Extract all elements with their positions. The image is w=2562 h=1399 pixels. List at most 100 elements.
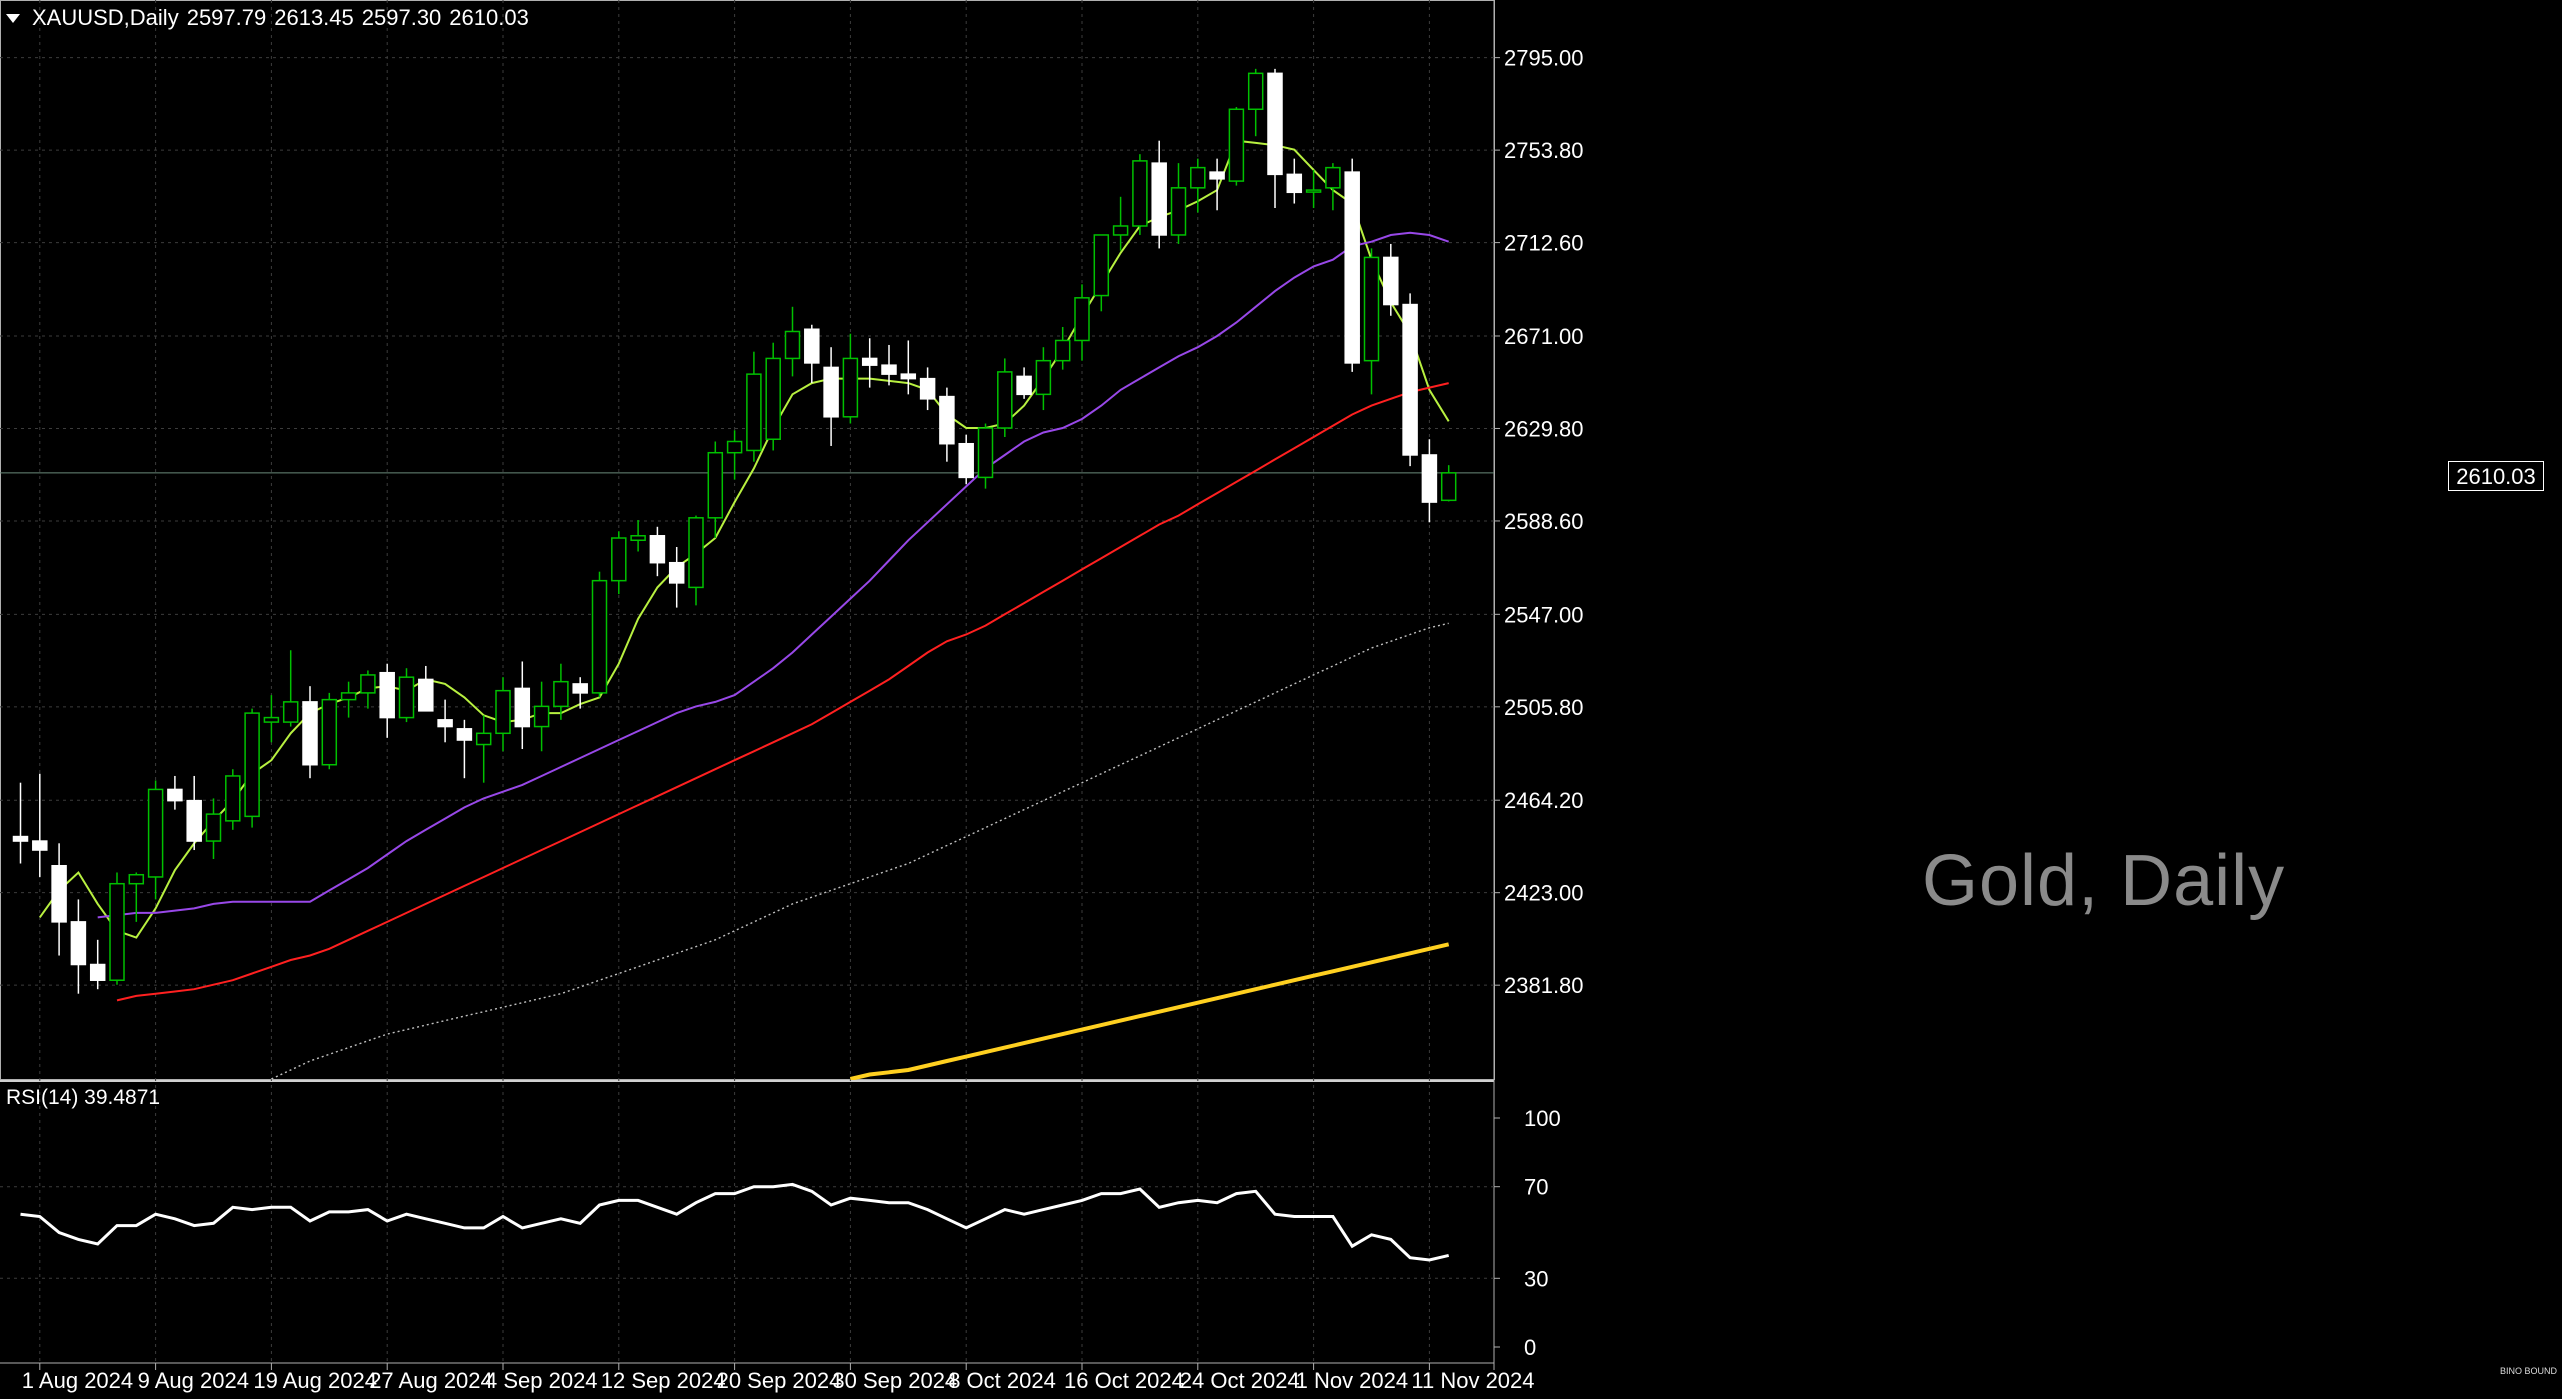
candle-body	[340, 692, 357, 701]
candle-body	[1093, 234, 1110, 297]
candle-body	[939, 395, 955, 445]
candle-body	[765, 357, 781, 440]
candle-body	[109, 882, 125, 981]
date-tick-label: 1 Aug 2024	[22, 1368, 133, 1393]
candle-body	[147, 788, 164, 878]
candle-body	[437, 719, 453, 728]
candle-body	[32, 840, 48, 851]
moving-average-line	[38, 139, 1450, 939]
candle-body	[997, 371, 1013, 429]
candle-body	[51, 864, 67, 923]
candle-body	[1016, 375, 1032, 396]
candle-body	[89, 963, 106, 981]
date-tick-label: 1 Nov 2024	[1296, 1368, 1409, 1393]
candle-body	[977, 427, 994, 479]
candle-body	[1383, 256, 1399, 306]
price-tick-label: 2547.00	[1504, 602, 1584, 627]
date-tick-label: 8 Oct 2024	[948, 1368, 1056, 1393]
price-tick-label: 2629.80	[1504, 416, 1584, 441]
close-value: 2610.03	[449, 5, 529, 30]
price-tick-label: 2381.80	[1504, 973, 1584, 998]
candle-body	[649, 535, 666, 564]
date-tick-label: 12 Sep 2024	[601, 1368, 726, 1393]
candle-body	[1112, 225, 1129, 236]
moving-average-line	[849, 942, 1450, 1080]
chart-header: XAUUSD,Daily 2597.79 2613.45 2597.30 261…	[6, 5, 529, 31]
moving-average-line	[271, 622, 1449, 1080]
open-value: 2597.79	[186, 5, 267, 30]
candle-body	[205, 813, 222, 842]
candle-body	[1421, 454, 1438, 503]
candle-body	[186, 799, 202, 842]
price-tick-label: 2753.80	[1504, 138, 1584, 163]
candle-body	[919, 377, 936, 400]
candle-body	[360, 674, 376, 694]
candle-body	[1190, 166, 1206, 189]
candle-body	[475, 732, 492, 746]
candle-body	[630, 535, 646, 542]
date-tick-label: 11 Nov 2024	[1411, 1368, 1534, 1393]
candle-body	[1402, 303, 1418, 456]
candle-body	[804, 328, 820, 364]
candle-body	[225, 775, 241, 822]
candle-body	[881, 364, 897, 375]
candle-body	[167, 788, 183, 802]
candle-body	[1170, 187, 1187, 236]
candle-body	[611, 537, 627, 582]
candle-body	[1247, 72, 1264, 111]
low-value: 2597.30	[361, 5, 442, 30]
candle-body	[533, 705, 550, 728]
candle-body	[1325, 166, 1341, 189]
candle-body	[263, 716, 280, 723]
chart-watermark: Gold, Daily	[1922, 841, 2286, 921]
candle-body	[456, 728, 473, 741]
moving-average-line	[116, 382, 1449, 1002]
candle-body	[514, 687, 531, 728]
price-tick-label: 2423.00	[1504, 881, 1584, 906]
date-tick-label: 19 Aug 2024	[253, 1368, 377, 1393]
moving-average-line	[97, 231, 1450, 919]
candle-body	[418, 678, 434, 712]
candle-body	[784, 330, 801, 360]
date-tick-label: 4 Sep 2024	[485, 1368, 598, 1393]
candle-body	[244, 712, 260, 818]
price-tick-label: 2505.80	[1504, 695, 1584, 720]
rsi-tick-label: 100	[1524, 1106, 1561, 1131]
candle-body	[572, 683, 588, 694]
candlesticks[interactable]	[12, 68, 1457, 994]
candle-body	[1344, 171, 1360, 364]
date-tick-label: 16 Oct 2024	[1064, 1368, 1184, 1393]
candle-body	[1035, 359, 1052, 396]
rsi-label: RSI(14) 39.4871	[6, 1086, 161, 1109]
high-value: 2613.45	[274, 5, 354, 30]
candle-body	[1151, 162, 1167, 236]
rsi-tick-label: 0	[1524, 1335, 1536, 1360]
candle-body	[668, 561, 685, 584]
brand-logo: BINO BOUND	[2500, 1366, 2558, 1376]
axes: 2795.00 2753.80 2712.60 2671.00 2629.80 2588.…	[22, 46, 1584, 1393]
candle-body	[861, 357, 878, 366]
price-tick-label: 2795.00	[1504, 46, 1584, 71]
candle-body	[553, 680, 569, 708]
candle-body	[379, 671, 395, 719]
candle-body	[823, 366, 839, 418]
candle-body	[282, 701, 299, 723]
candle-body	[958, 442, 974, 479]
candle-body	[1305, 189, 1322, 193]
candle-body	[1074, 297, 1090, 342]
candle-body	[900, 373, 917, 380]
date-tick-label: 24 Oct 2024	[1180, 1368, 1300, 1393]
moving-averages	[38, 139, 1450, 1080]
candle-body	[1054, 339, 1071, 362]
rsi-tick-label: 30	[1524, 1266, 1548, 1291]
candle-body	[1363, 256, 1380, 362]
price-tick-label: 2464.20	[1504, 788, 1584, 813]
candle-body	[1209, 171, 1225, 180]
candle-body	[591, 579, 608, 694]
price-tick-label: 2588.60	[1504, 509, 1584, 534]
rsi-line	[20, 1182, 1450, 1262]
rsi-tick-label: 70	[1524, 1175, 1548, 1200]
candle-body	[128, 873, 145, 885]
collapse-arrow-icon[interactable]	[6, 13, 20, 23]
